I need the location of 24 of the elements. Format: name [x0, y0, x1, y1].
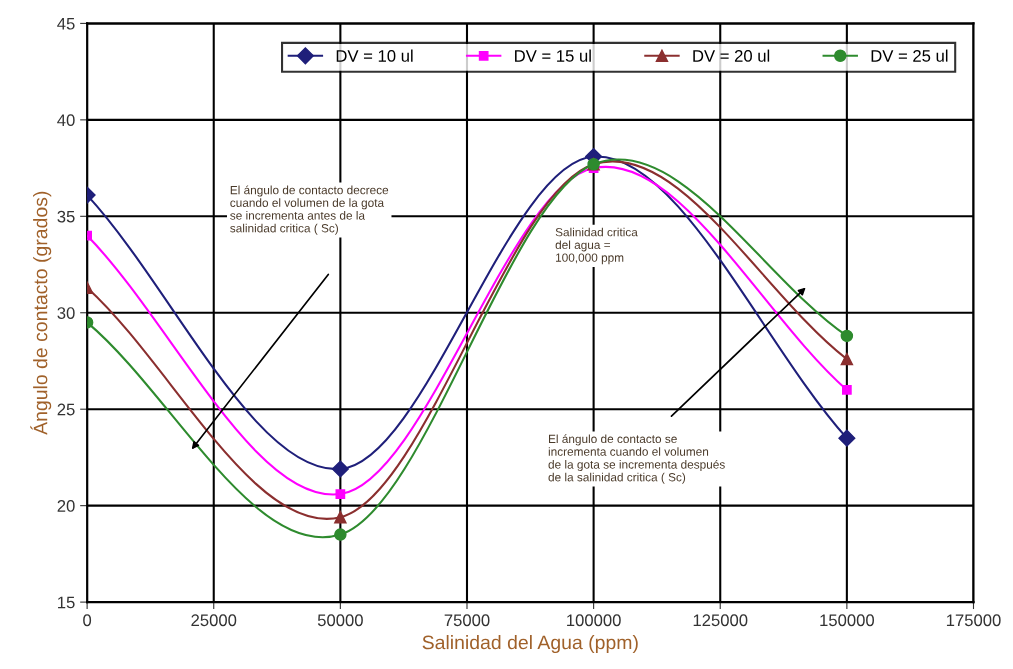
x-tick-label: 175000	[946, 614, 1001, 627]
y-tick-label: 15	[58, 596, 75, 609]
y-tick-label: 25	[57, 403, 75, 416]
x-tick-label: 75000	[444, 614, 490, 627]
x-tick-label: 25000	[191, 614, 237, 627]
x-tick-label: 100000	[567, 614, 621, 627]
x-tick-label: 0	[83, 614, 92, 627]
legend-label: DV = 20 ul	[693, 49, 770, 62]
legend-label: DV = 10 ul	[336, 49, 413, 62]
x-tick-label: 125000	[693, 614, 748, 627]
y-tick-label: 30	[57, 307, 75, 319]
annotation: El ángulo de contacto se incrementa cuando el volumen de la gota se incrementa después de la salinidad critica ( Sc)	[548, 434, 725, 484]
x-axis-title: Salinidad del Agua (ppm)	[422, 635, 638, 654]
y-tick-label: 45	[57, 17, 75, 30]
annotation: El ángulo de contacto decrece cuando el volumen de la gota se incrementa antes de la salinidad critica ( Sc)	[230, 185, 389, 235]
y-tick-label: 35	[57, 210, 75, 223]
legend-label: DV = 25 ul	[871, 49, 948, 62]
y-tick-label: 20	[57, 500, 75, 512]
y-axis-title: Ángulo de contacto (grados)	[30, 191, 52, 435]
annotation: Salinidad critica del agua = 100,000 ppm	[555, 227, 638, 265]
x-tick-label: 50000	[317, 614, 363, 627]
y-tick-label: 40	[57, 114, 75, 127]
legend-label: DV = 15 ul	[515, 49, 591, 62]
x-tick-label: 150000	[820, 614, 875, 627]
